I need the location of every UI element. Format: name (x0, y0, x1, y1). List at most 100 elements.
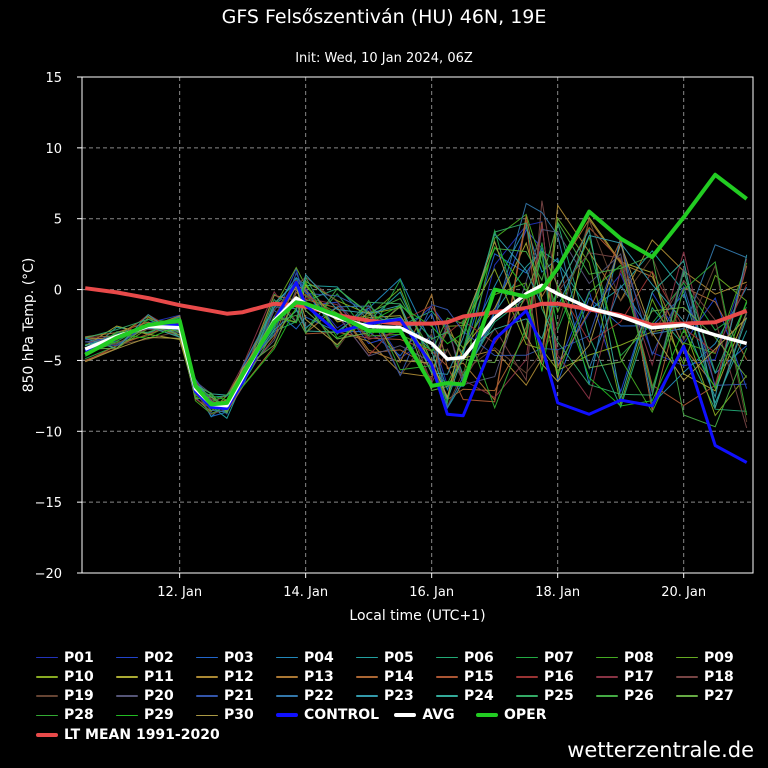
legend-item-p01: P01 (36, 648, 94, 667)
legend-swatch (276, 713, 298, 718)
legend-item-p11: P11 (116, 667, 174, 686)
legend-label: P26 (624, 688, 654, 705)
legend-swatch (436, 676, 458, 678)
legend-swatch (196, 656, 218, 659)
chart-title: GFS Felsőszentiván (HU) 46N, 19E (221, 6, 547, 28)
legend-swatch (596, 656, 618, 659)
brand-watermark: wetterzentrale.de (567, 738, 754, 762)
legend-label: P06 (464, 649, 494, 666)
legend-item-p14: P14 (356, 667, 414, 686)
legend-swatch (36, 695, 58, 697)
legend-swatch (116, 656, 138, 659)
member-line-p24 (85, 228, 748, 410)
legend-label: P08 (624, 649, 654, 666)
legend-label: P02 (144, 649, 174, 666)
x-axis-label: Local time (UTC+1) (349, 608, 485, 624)
legend-swatch (196, 676, 218, 678)
legend-label: P27 (704, 688, 734, 705)
legend-label: P04 (304, 649, 334, 666)
legend-label: P18 (704, 668, 734, 685)
legend-swatch (116, 714, 138, 717)
legend-label: P03 (224, 649, 254, 666)
legend-item-p06: P06 (436, 648, 494, 667)
y-tick-label: 0 (54, 284, 62, 299)
legend-item-p16: P16 (516, 667, 574, 686)
y-tick-label: 5 (54, 213, 62, 228)
legend-label: P21 (224, 688, 254, 705)
legend-item-p29: P29 (116, 706, 174, 725)
legend-item-p17: P17 (596, 667, 654, 686)
x-tick-label: 16. Jan (409, 585, 454, 600)
y-tick-label: 10 (45, 142, 62, 157)
legend-swatch (516, 695, 538, 697)
legend-label: P13 (304, 668, 334, 685)
legend-label: P29 (144, 707, 174, 724)
legend-label: P17 (624, 668, 654, 685)
legend-label: P30 (224, 707, 254, 724)
legend-item-p30: P30 (196, 706, 254, 725)
legend-swatch (436, 695, 458, 697)
legend-label: P01 (64, 649, 94, 666)
legend-item-p18: P18 (676, 667, 734, 686)
legend-label: P15 (464, 668, 494, 685)
legend-swatch (276, 656, 298, 659)
legend-item-p10: P10 (36, 667, 94, 686)
legend-swatch (356, 676, 378, 678)
legend-swatch (596, 676, 618, 678)
legend-item-p02: P02 (116, 648, 174, 667)
legend-label: P16 (544, 668, 574, 685)
legend-swatch (476, 713, 498, 718)
legend-label: AVG (422, 707, 455, 724)
legend-swatch (116, 695, 138, 697)
legend-item-p20: P20 (116, 687, 174, 706)
legend-swatch (276, 695, 298, 697)
legend-swatch (36, 714, 58, 717)
y-tick-label: −5 (43, 354, 62, 369)
legend-item-p25: P25 (516, 687, 574, 706)
legend-item-p08: P08 (596, 648, 654, 667)
legend-item-p21: P21 (196, 687, 254, 706)
legend-label: P28 (64, 707, 94, 724)
y-tick-label: −20 (35, 567, 62, 582)
legend-label: P25 (544, 688, 574, 705)
legend-swatch (196, 695, 218, 697)
legend-label: P12 (224, 668, 254, 685)
legend-label: CONTROL (304, 707, 380, 724)
chart-subtitle: Init: Wed, 10 Jan 2024, 06Z (295, 51, 473, 66)
legend-label: P23 (384, 688, 414, 705)
legend-label: P22 (304, 688, 334, 705)
y-tick-label: −10 (35, 425, 62, 440)
legend-item-p15: P15 (436, 667, 494, 686)
legend-swatch (36, 656, 58, 659)
legend-item-p24: P24 (436, 687, 494, 706)
legend-item-p26: P26 (596, 687, 654, 706)
legend-swatch (356, 656, 378, 659)
legend-label: P07 (544, 649, 574, 666)
legend-item-p04: P04 (276, 648, 334, 667)
member-line-p26 (84, 220, 748, 428)
oper-line (84, 172, 748, 407)
y-tick-label: −15 (35, 496, 62, 511)
legend-label: LT MEAN 1991-2020 (64, 726, 220, 743)
legend-item-oper: OPER (476, 706, 547, 725)
legend-item-p05: P05 (356, 648, 414, 667)
legend-swatch (516, 676, 538, 678)
legend-item-p13: P13 (276, 667, 334, 686)
legend-item-p12: P12 (196, 667, 254, 686)
legend-swatch (394, 713, 417, 718)
legend-swatch (436, 656, 458, 659)
plot-frame (81, 76, 754, 574)
legend-swatch (276, 676, 298, 678)
legend-item-p22: P22 (276, 687, 334, 706)
x-tick-label: 20. Jan (661, 585, 706, 600)
legend-item-p19: P19 (36, 687, 94, 706)
legend-swatch (676, 656, 698, 659)
legend-label: P05 (384, 649, 414, 666)
legend-label: P11 (144, 668, 174, 685)
legend-item-lt-mean-1991-2020: LT MEAN 1991-2020 (36, 725, 220, 744)
legend-swatch (36, 732, 58, 737)
legend-swatch (36, 676, 58, 678)
legend-label: P19 (64, 688, 94, 705)
legend-item-p03: P03 (196, 648, 254, 667)
legend-swatch (596, 695, 618, 697)
